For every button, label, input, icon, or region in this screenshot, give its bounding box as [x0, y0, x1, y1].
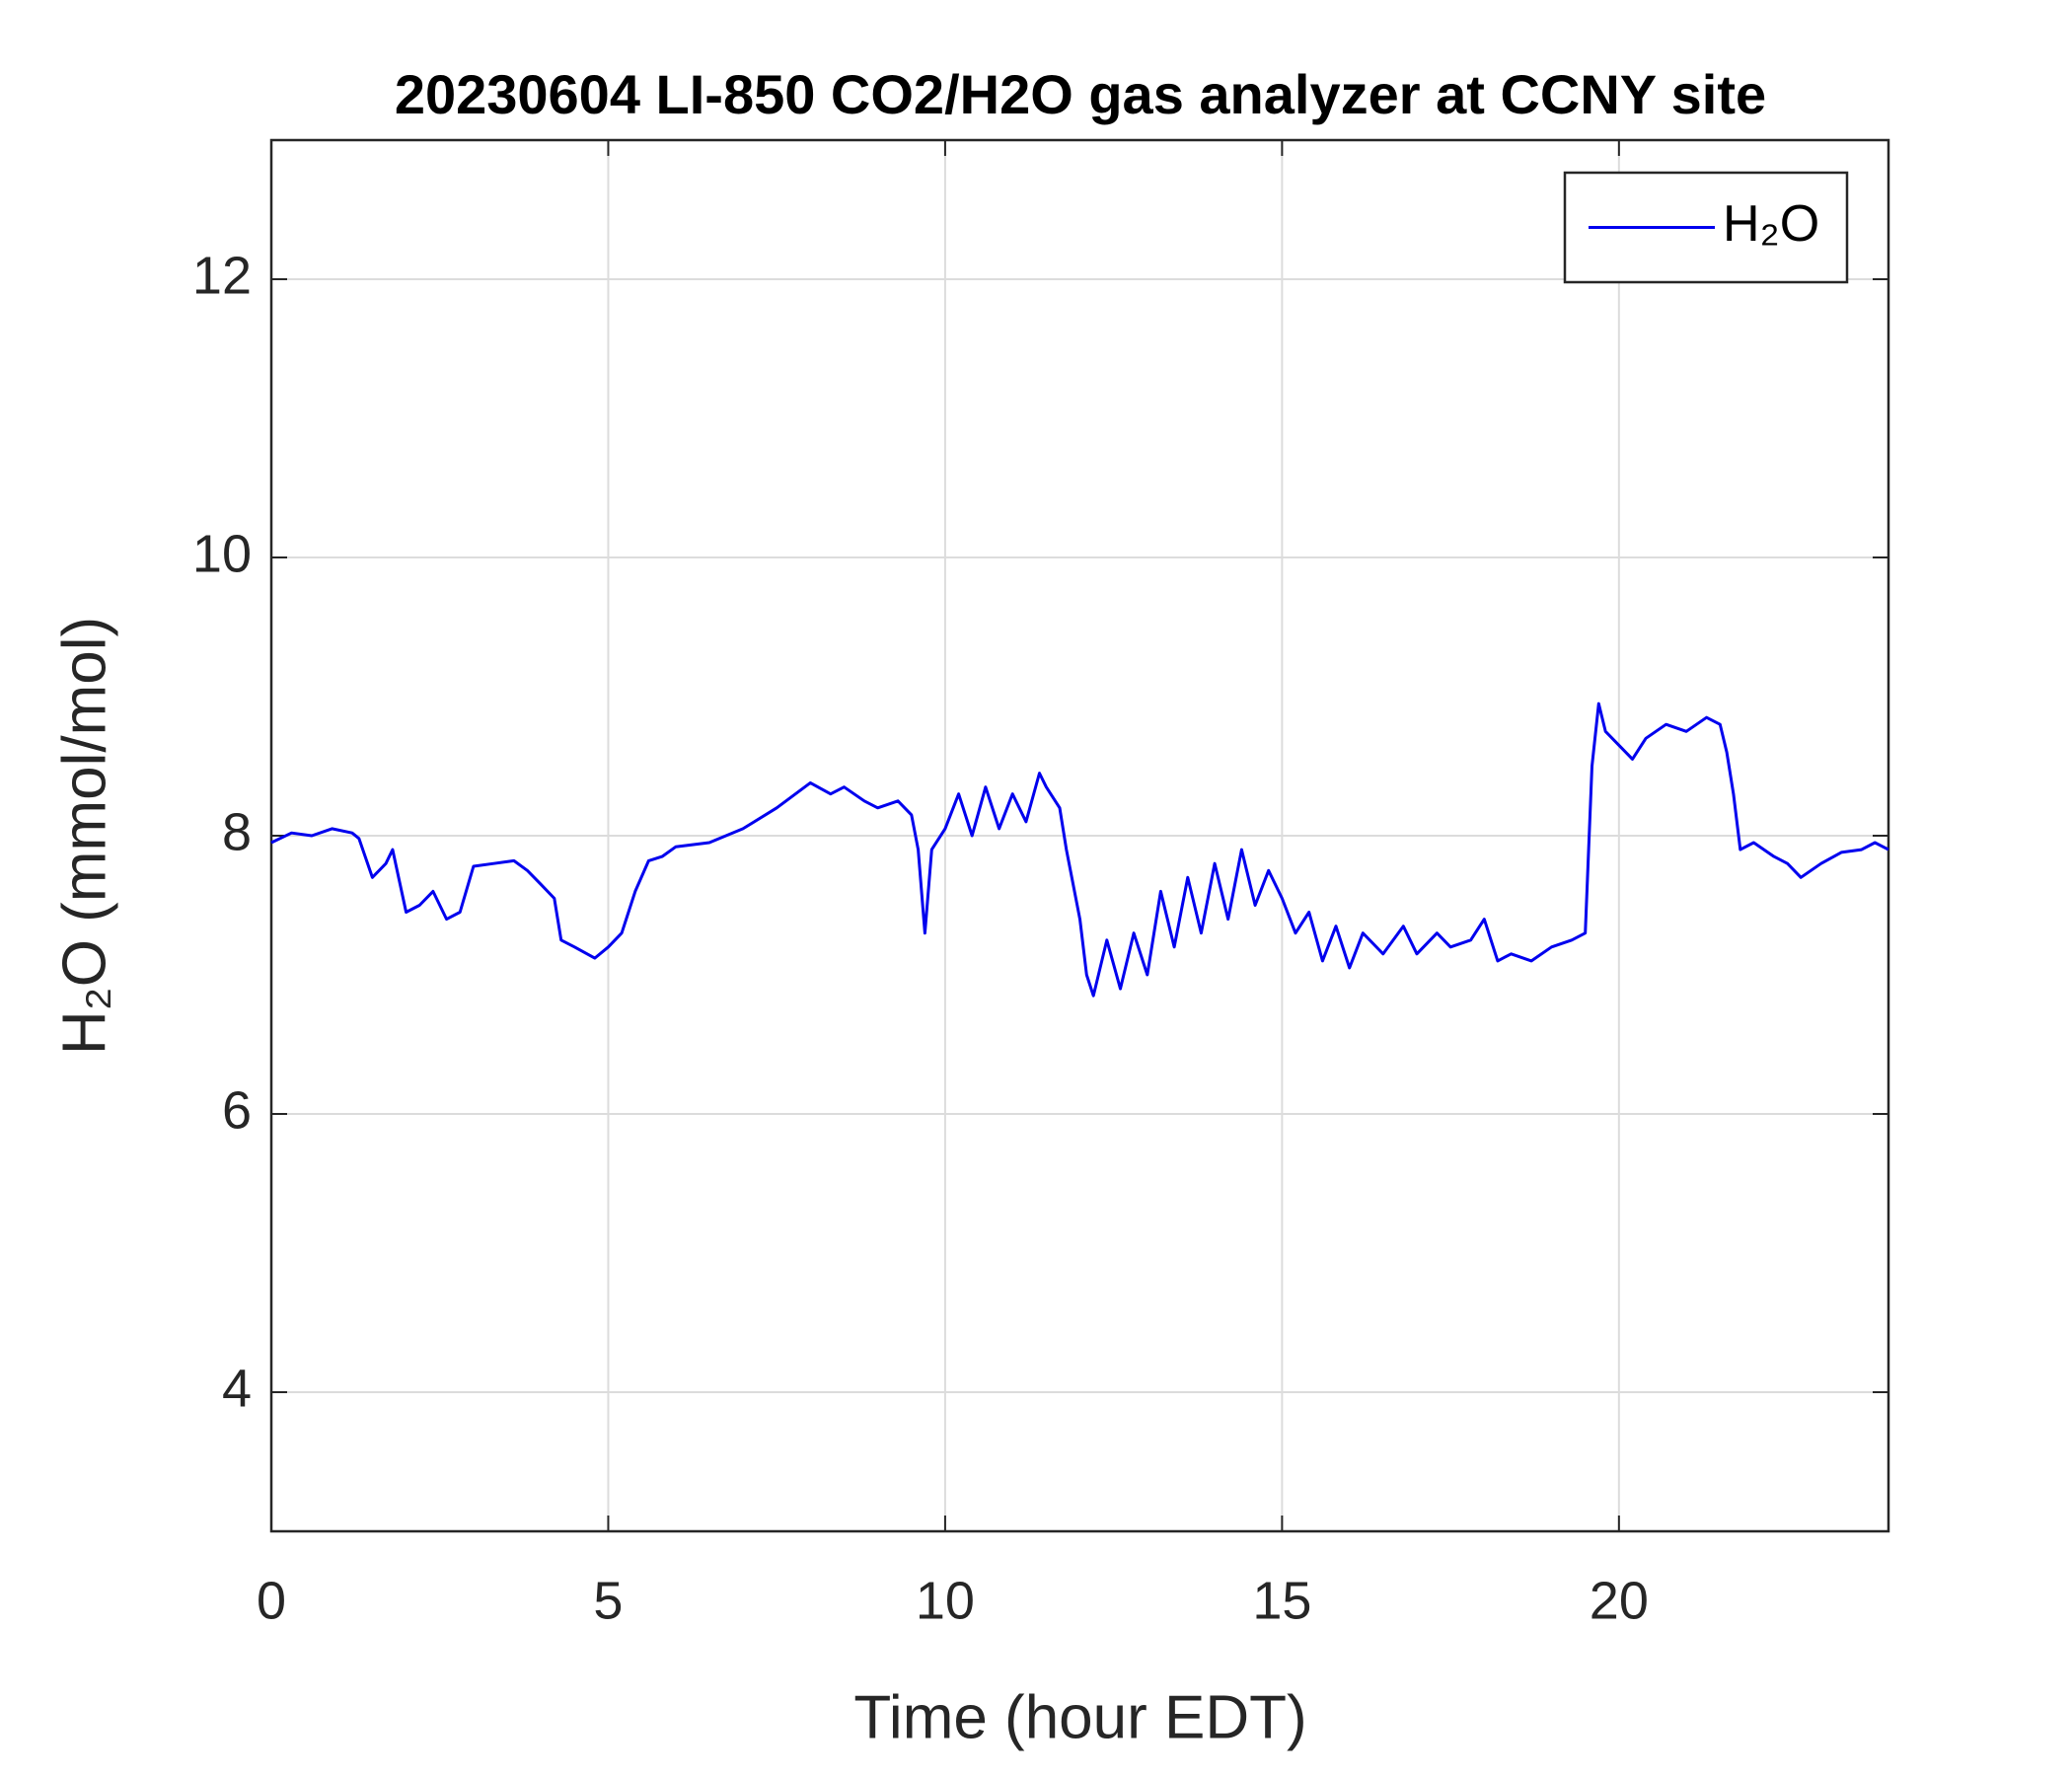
x-tick-label: 15	[1252, 1571, 1311, 1630]
x-axis-label: Time (hour EDT)	[853, 1683, 1306, 1751]
x-tick-label: 10	[916, 1571, 975, 1630]
y-tick-label: 10	[192, 524, 252, 583]
y-tick-label: 12	[192, 246, 252, 305]
x-tick-label: 5	[593, 1571, 623, 1630]
chart-title: 20230604 LI-850 CO2/H2O gas analyzer at …	[395, 63, 1766, 125]
data-line	[270, 702, 1889, 998]
legend-label: H₂O	[1723, 195, 1819, 253]
x-tick-label: 0	[257, 1571, 286, 1630]
y-tick-label: 8	[222, 802, 252, 861]
y-axis-label: H₂O (mmol/mol)	[50, 617, 118, 1055]
y-tick-label: 6	[222, 1080, 252, 1140]
x-tick-label: 20	[1590, 1571, 1649, 1630]
plot-frame	[269, 138, 1890, 1533]
y-tick-label: 4	[222, 1359, 252, 1418]
